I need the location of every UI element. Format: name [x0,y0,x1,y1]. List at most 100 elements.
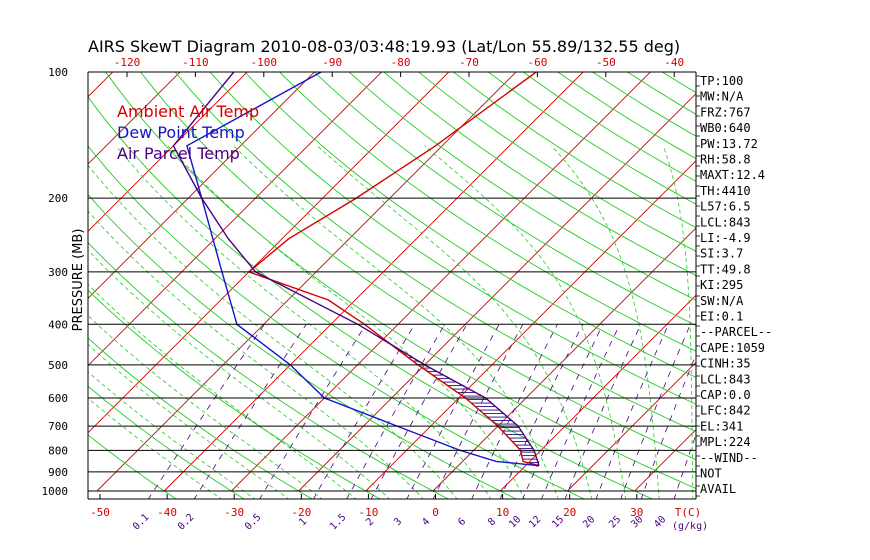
index-entry: MW:N/A [700,90,744,104]
isotherm-line [365,160,696,492]
index-entry: --PARCEL-- [700,325,772,339]
index-entry: EI:0.1 [700,310,743,324]
mixing-ratio-line [147,324,265,499]
bottom-axis-tick-label: 0 [432,506,439,519]
mixing-ratio-label: 4 [420,516,432,528]
y-axis-label: PRESSURE (MB) [71,229,86,332]
top-axis-tick-label: -70 [459,56,479,69]
index-entry: --WIND-- [700,451,758,465]
dry-adiabat-line [313,72,696,326]
top-axis-tick-label: -60 [527,56,547,69]
mixing-ratio-line [522,324,604,499]
bottom-axis-tick-label: -30 [224,506,244,519]
mixing-ratio-line [595,324,669,499]
dry-adiabat-line [88,289,382,499]
mixing-ratio-line [620,324,691,499]
isotherm-line [231,72,652,492]
isotherm-line [0,31,19,491]
index-entry: KI:295 [700,278,743,292]
moist-adiabat-line [316,145,593,499]
bottom-axis-tick-label: -50 [90,506,110,519]
bottom-axis-unit: T(C) [675,506,702,519]
dry-adiabat-line [348,72,696,301]
mixing-ratio-label: 3 [392,516,404,528]
isotherm-line [769,31,870,491]
dry-adiabat-line [209,72,696,405]
legend-entry-0: Ambient Air Temp [117,102,259,121]
top-axis-tick-label: -120 [114,56,141,69]
moist-adiabat-line [424,145,627,499]
index-entry: TH:4410 [700,184,751,198]
index-entry: SI:3.7 [700,247,743,261]
index-entry: EL:341 [700,419,743,433]
pressure-tick-label: 600 [48,392,68,405]
legend: Ambient Air Temp Dew Point Temp Air Parcel… [117,102,259,163]
pressure-tick-label: 700 [48,420,68,433]
mixing-ratio-label: 20 [581,514,597,530]
index-entry: TP:100 [700,74,743,88]
isotherm-line [634,428,696,492]
mixing-ratio-label: 10 [507,514,523,530]
moist-adiabat-line [233,145,559,499]
isotherm-line [567,361,696,492]
moist-adiabat-line [88,371,256,499]
mixing-ratio-label: 0.1 [131,512,152,533]
isotherm-line [88,72,248,232]
mixing-ratio-label: 0.5 [243,512,264,533]
index-entry: FRZ:767 [700,105,751,119]
moist-adiabat-line [88,210,424,499]
dry-adiabat-line [418,72,696,252]
index-entry: MAXT:12.4 [700,168,765,182]
pressure-tick-label: 100 [48,66,68,79]
dry-adiabat-line [244,72,696,378]
isotherm-line [96,72,517,492]
chart-title: AIRS SkewT Diagram 2010-08-03/03:48:19.9… [88,37,680,56]
dry-adiabat-line [88,193,518,499]
mixing-ratio-line [541,324,621,499]
dry-adiabat-line [88,145,586,499]
mixing-ratio-line [370,324,468,499]
index-entry: LCL:843 [700,215,751,229]
mixing-ratio-label: 25 [607,514,623,530]
dry-adiabat-line [278,72,696,352]
pressure-tick-label: 900 [48,466,68,479]
mixing-ratio-unit: (g/kg) [672,521,708,532]
index-entry: TT:49.8 [700,262,751,276]
mixing-ratio-line [193,324,307,499]
top-axis-tick-label: -100 [251,56,278,69]
index-entry: CAP:0.0 [700,388,751,402]
index-entry: LCL:843 [700,372,751,386]
mixing-ratio-label: 1.5 [328,512,349,533]
isotherm-line [88,72,181,165]
index-entry: CAPE:1059 [700,341,765,355]
mixing-ratio-label: 6 [456,516,468,528]
moist-adiabat-line [88,343,290,499]
moist-adiabat-line [88,397,222,499]
isotherm-line [163,72,584,492]
isotherm-line [88,72,450,434]
mixing-ratio-line [499,324,584,499]
pressure-tick-label: 1000 [42,485,69,498]
bottom-axis-tick-label: -40 [157,506,177,519]
index-entry: L57:6.5 [700,200,751,214]
isotherm-line [499,294,696,492]
pressure-tick-label: 800 [48,444,68,457]
mixing-ratio-label: 12 [527,514,543,530]
dry-adiabat-line [88,385,245,499]
index-entry: CINH:35 [700,357,751,371]
dry-adiabat-line [139,72,696,461]
top-axis-tick-label: -110 [182,56,209,69]
legend-entry-1: Dew Point Temp [117,123,245,142]
isotherm-line [88,72,383,367]
index-entry: MPL:224 [700,435,751,449]
index-entry: AVAIL [700,482,736,496]
index-entry: WB0:640 [700,121,751,135]
legend-entry-2: Air Parcel Temp [117,144,240,163]
isotherm-line [88,72,316,300]
dry-adiabat-line [88,434,177,499]
bottom-axis-tick-label: 30 [630,506,643,519]
mixing-ratio-line [406,324,500,499]
